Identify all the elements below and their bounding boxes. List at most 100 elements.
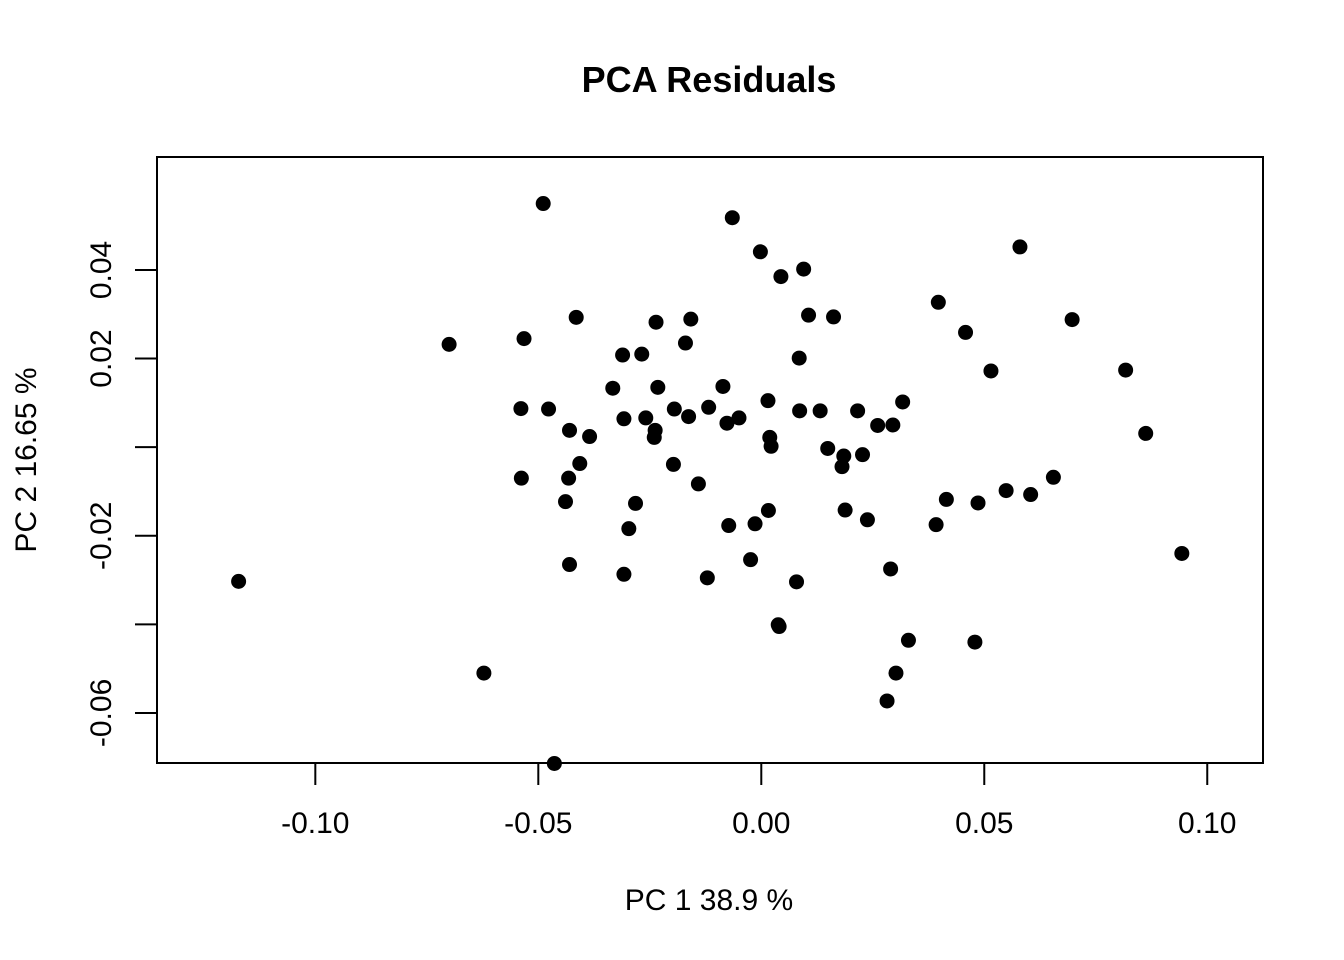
data-point (1023, 487, 1039, 503)
data-point (789, 574, 805, 590)
data-point (970, 495, 986, 511)
data-point (605, 380, 621, 396)
data-point (801, 307, 817, 323)
data-point (666, 401, 682, 417)
data-point (826, 309, 842, 325)
data-point (791, 350, 807, 366)
y-axis: -0.06 -0.02 0.02 0.04 (85, 241, 158, 747)
data-point (562, 422, 578, 438)
data-point (1064, 312, 1080, 328)
data-point (628, 495, 644, 511)
data-point (820, 440, 836, 456)
data-point (699, 570, 715, 586)
data-point (837, 502, 853, 518)
data-points (231, 196, 1190, 771)
y-tick-label: -0.02 (85, 502, 118, 570)
data-point (690, 476, 706, 492)
data-point (572, 456, 588, 472)
data-point (855, 447, 871, 463)
y-tick-label: 0.04 (85, 241, 118, 299)
data-point (850, 403, 866, 419)
data-point (870, 417, 886, 433)
data-point (983, 363, 999, 379)
data-point (513, 401, 529, 417)
data-point (967, 634, 983, 650)
data-point (701, 399, 717, 415)
data-point (834, 459, 850, 475)
data-point (231, 573, 247, 589)
data-point (721, 518, 737, 534)
data-point (879, 693, 895, 709)
data-point (562, 557, 578, 573)
data-point (812, 403, 828, 419)
data-point (900, 632, 916, 648)
data-point (621, 521, 637, 537)
chart-title: PCA Residuals (582, 59, 837, 100)
data-point (792, 403, 808, 419)
data-point (796, 261, 812, 277)
data-point (516, 331, 532, 347)
data-point (616, 411, 632, 427)
x-axis-label: PC 1 38.9 % (625, 884, 793, 917)
data-point (1118, 362, 1134, 378)
data-point (1012, 239, 1028, 255)
data-point (634, 346, 650, 362)
x-tick-label: 0.05 (955, 807, 1013, 840)
data-point (568, 309, 584, 325)
x-axis: -0.10 -0.05 0.00 0.05 0.10 (281, 762, 1236, 840)
data-point (771, 619, 787, 635)
data-point (681, 409, 697, 425)
data-point (561, 470, 577, 486)
data-point (616, 566, 632, 582)
x-tick-label: -0.05 (504, 807, 572, 840)
data-point (1174, 545, 1190, 561)
data-point (763, 438, 779, 454)
data-point (683, 311, 699, 327)
data-point (747, 516, 763, 532)
data-point (541, 401, 557, 417)
data-point (885, 417, 901, 433)
data-point (535, 196, 551, 212)
y-tick-label: 0.02 (85, 329, 118, 387)
data-point (665, 456, 681, 472)
y-axis-label: PC 2 16.65 % (10, 367, 43, 552)
data-point (615, 347, 631, 363)
data-point (888, 665, 904, 681)
data-point (743, 552, 759, 568)
data-point (648, 314, 664, 330)
data-point (1045, 469, 1061, 485)
data-point (773, 269, 789, 285)
data-point (441, 336, 457, 352)
x-tick-label: 0.10 (1178, 807, 1236, 840)
data-point (760, 393, 776, 409)
data-point (731, 410, 747, 426)
x-tick-label: 0.00 (732, 807, 790, 840)
plot-frame (156, 156, 1264, 764)
data-point (513, 470, 529, 486)
data-point (582, 429, 598, 445)
data-point (719, 415, 735, 431)
data-point (677, 335, 693, 351)
data-point (724, 210, 740, 226)
data-point (958, 324, 974, 340)
data-point (998, 483, 1014, 499)
y-tick-label: -0.06 (85, 679, 118, 747)
data-point (650, 379, 666, 395)
data-point (883, 561, 899, 577)
data-point (646, 429, 662, 445)
data-point (760, 503, 776, 518)
data-point (638, 410, 654, 426)
data-point (546, 755, 562, 771)
data-point (895, 394, 911, 410)
data-point (928, 517, 944, 533)
data-point (930, 294, 946, 310)
data-point (476, 665, 492, 681)
data-point (859, 512, 875, 528)
data-point (752, 244, 768, 260)
data-point (1138, 425, 1154, 441)
data-point (715, 378, 731, 394)
data-point (558, 494, 574, 510)
data-point (938, 491, 954, 507)
x-tick-label: -0.10 (281, 807, 349, 840)
